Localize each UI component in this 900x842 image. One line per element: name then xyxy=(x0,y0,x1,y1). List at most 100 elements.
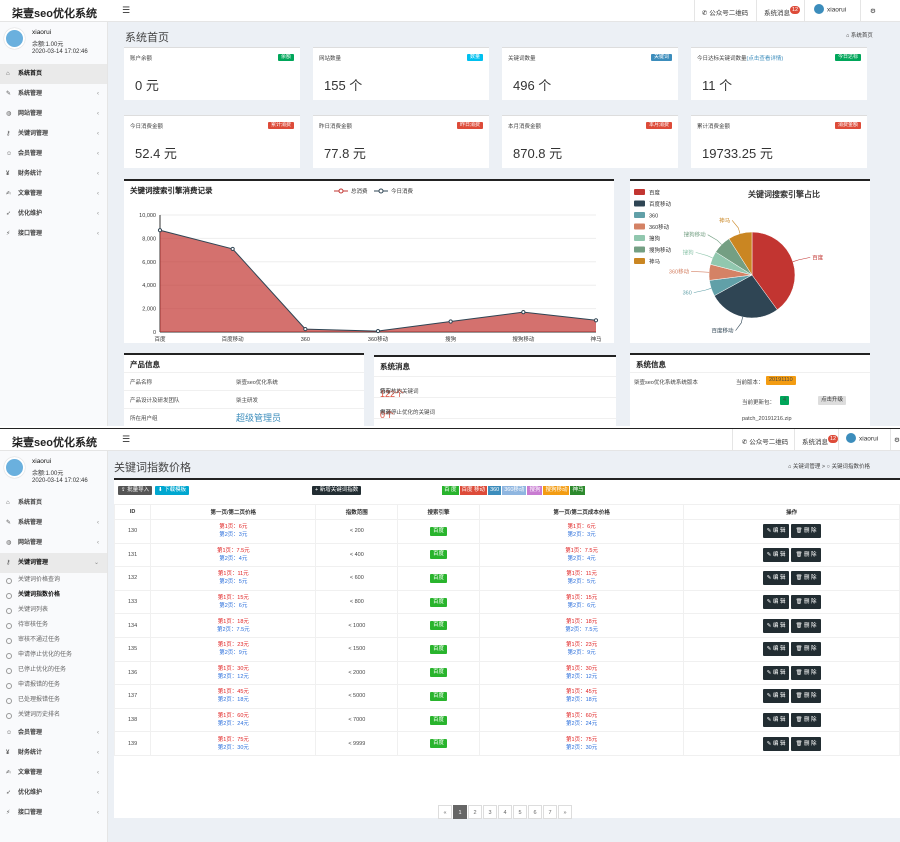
engine-filter-tag[interactable]: 搜狗移动 xyxy=(543,486,570,495)
sidebar-item[interactable]: ¥ 财务统计 ‹ xyxy=(0,164,107,184)
view-details-link[interactable]: (点击查看详情) xyxy=(746,56,784,62)
user-menu[interactable]: xiaorui xyxy=(846,433,878,444)
data-point[interactable] xyxy=(157,228,163,233)
engine-filter-tag[interactable]: 百 度 xyxy=(442,486,459,495)
legend-swatch[interactable] xyxy=(634,223,645,230)
sidebar-subitem[interactable]: 关键词列表 xyxy=(0,603,107,618)
page-link[interactable]: » xyxy=(558,805,572,819)
message-row[interactable]: 您有 122个 待审核的关键词 xyxy=(374,376,616,399)
sidebar-subitem[interactable]: 已处理报错任务 xyxy=(0,693,107,708)
sidebar-item[interactable]: ◍ 网站管理 ‹ xyxy=(0,104,107,124)
message-row[interactable]: 您有 0个 申请停止优化的关键词 xyxy=(374,397,616,420)
sidebar-subitem[interactable]: 关键词历史排名 xyxy=(0,708,107,723)
delete-button[interactable]: 🗑 删 除 xyxy=(791,736,821,751)
edit-button[interactable]: ✎ 编 辑 xyxy=(762,713,790,728)
edit-button[interactable]: ✎ 编 辑 xyxy=(762,571,790,586)
page-link[interactable]: « xyxy=(438,805,452,819)
user-menu[interactable]: xiaorui xyxy=(814,4,846,15)
sidebar-subitem[interactable]: 关键词价格查询 xyxy=(0,573,107,588)
page-link[interactable]: 3 xyxy=(483,805,497,819)
delete-button[interactable]: 🗑 删 除 xyxy=(791,595,821,610)
sidebar-subitem[interactable]: 申请报错的任务 xyxy=(0,678,107,693)
legend-swatch[interactable] xyxy=(634,189,645,195)
sidebar-item[interactable]: ✍ 文章管理 ‹ xyxy=(0,184,107,204)
sidebar-item[interactable]: ⌂ 系统首页 xyxy=(0,493,107,513)
sidebar-item[interactable]: ⌂ 系统首页 xyxy=(0,64,107,84)
engine-filter-tag[interactable]: 搜狗 xyxy=(527,486,543,495)
page-link[interactable]: 2 xyxy=(468,805,482,819)
page-link[interactable]: 1 xyxy=(453,805,467,819)
sidebar-item[interactable]: ➶ 优化维护 ‹ xyxy=(0,204,107,224)
engine-filter-tag[interactable]: 神马 xyxy=(570,486,586,495)
sidebar-subitem[interactable]: 关键词指数价格 xyxy=(0,588,107,603)
sidebar-item[interactable]: ✎ 系统管理 ‹ xyxy=(0,84,107,104)
delete-button[interactable]: 🗑 删 除 xyxy=(791,665,821,680)
edit-button[interactable]: ✎ 编 辑 xyxy=(762,642,790,657)
sidebar-item[interactable]: ✍ 文章管理 ‹ xyxy=(0,763,107,783)
batch-import-button[interactable]: ⇪ 批量导入 xyxy=(118,486,153,495)
page-link[interactable]: 4 xyxy=(498,805,512,819)
engine-filter-tag[interactable]: 百度 移动 xyxy=(459,486,488,495)
data-point[interactable] xyxy=(303,326,308,332)
brand-logo[interactable]: 柒壹seo优化系统 xyxy=(0,0,108,22)
pie-slice[interactable] xyxy=(728,231,753,276)
data-point[interactable] xyxy=(593,318,599,323)
edit-button[interactable]: ✎ 编 辑 xyxy=(762,736,790,751)
legend-swatch[interactable] xyxy=(634,258,645,264)
legend-swatch[interactable] xyxy=(634,235,645,241)
delete-button[interactable]: 🗑 删 除 xyxy=(791,547,821,562)
sidebar-item[interactable]: ¥ 财务统计 ‹ xyxy=(0,743,107,763)
sidebar-item[interactable]: ☺ 会员管理 ‹ xyxy=(0,144,107,164)
edit-button[interactable]: ✎ 编 辑 xyxy=(762,595,790,610)
system-messages-link[interactable]: 系统消息 12 xyxy=(764,6,801,17)
data-point[interactable] xyxy=(448,319,453,324)
delete-button[interactable]: 🗑 删 除 xyxy=(791,689,821,704)
legend-swatch[interactable] xyxy=(634,246,645,253)
sidebar-item[interactable]: ⚷ 关键词管理 ‹ xyxy=(0,124,107,144)
data-point[interactable] xyxy=(521,310,526,315)
delete-button[interactable]: 🗑 删 除 xyxy=(791,524,821,539)
delete-button[interactable]: 🗑 删 除 xyxy=(791,571,821,586)
data-point[interactable] xyxy=(230,246,235,252)
sidebar-item[interactable]: ✎ 系统管理 ‹ xyxy=(0,513,107,533)
settings-gear-icon[interactable]: ⚙ xyxy=(870,8,876,15)
wechat-qrcode-link[interactable]: ✆ 公众号二维码 xyxy=(742,439,789,446)
breadcrumb[interactable]: ⌂ 关键词管理 > ○ 关键词指数价格 xyxy=(788,464,871,470)
sidebar-item[interactable]: ⚷ 关键词管理 ⌄ xyxy=(0,553,107,573)
sidebar-subitem[interactable]: 已停止优化的任务 xyxy=(0,663,107,678)
sidebar-item[interactable]: ⚡ 接口管理 ‹ xyxy=(0,803,107,823)
wechat-qrcode-link[interactable]: ✆ 公众号二维码 xyxy=(702,10,749,17)
delete-button[interactable]: 🗑 删 除 xyxy=(791,618,821,633)
sidebar-item[interactable]: ◍ 网站管理 ‹ xyxy=(0,533,107,553)
settings-gear-icon[interactable]: ⚙ xyxy=(894,437,900,444)
engine-filter-tag[interactable]: 360移动 xyxy=(502,486,527,495)
edit-button[interactable]: ✎ 编 辑 xyxy=(762,524,790,539)
sidebar-subitem[interactable]: 待审核任务 xyxy=(0,618,107,633)
page-link[interactable]: 6 xyxy=(528,805,542,819)
edit-button[interactable]: ✎ 编 辑 xyxy=(762,665,790,680)
menu-toggle-icon[interactable]: ☰ xyxy=(122,5,131,15)
brand-logo[interactable]: 柒壹seo优化系统 xyxy=(0,429,108,451)
page-link[interactable]: 5 xyxy=(513,805,527,819)
download-template-button[interactable]: ⬇ 下载模板 xyxy=(155,486,190,495)
edit-button[interactable]: ✎ 编 辑 xyxy=(762,689,790,704)
sidebar-subitem[interactable]: 审核不通过任务 xyxy=(0,633,107,648)
message-row[interactable]: 您有0个申请报错的关键词 xyxy=(374,418,616,426)
legend-swatch[interactable] xyxy=(634,200,645,207)
page-link[interactable]: 7 xyxy=(543,805,557,819)
sidebar-subitem[interactable]: 申请停止优化的任务 xyxy=(0,648,107,663)
sidebar-item[interactable]: ⚡ 接口管理 ‹ xyxy=(0,224,107,244)
edit-button[interactable]: ✎ 编 辑 xyxy=(762,618,790,633)
menu-toggle-icon[interactable]: ☰ xyxy=(122,434,131,444)
engine-filter-tag[interactable]: 360 xyxy=(488,486,502,495)
delete-button[interactable]: 🗑 删 除 xyxy=(791,713,821,728)
upgrade-button[interactable]: 点击升级 xyxy=(818,396,847,405)
legend-swatch[interactable] xyxy=(634,212,645,218)
edit-button[interactable]: ✎ 编 辑 xyxy=(762,547,790,562)
breadcrumb[interactable]: ⌂ 系统首页 xyxy=(846,33,873,39)
system-messages-link[interactable]: 系统消息 12 xyxy=(802,435,839,446)
delete-button[interactable]: 🗑 删 除 xyxy=(791,642,821,657)
add-keyword-index-button[interactable]: + 新增关键词指数 xyxy=(312,486,362,495)
data-point[interactable] xyxy=(375,328,381,334)
sidebar-item[interactable]: ➶ 优化维护 ‹ xyxy=(0,783,107,803)
